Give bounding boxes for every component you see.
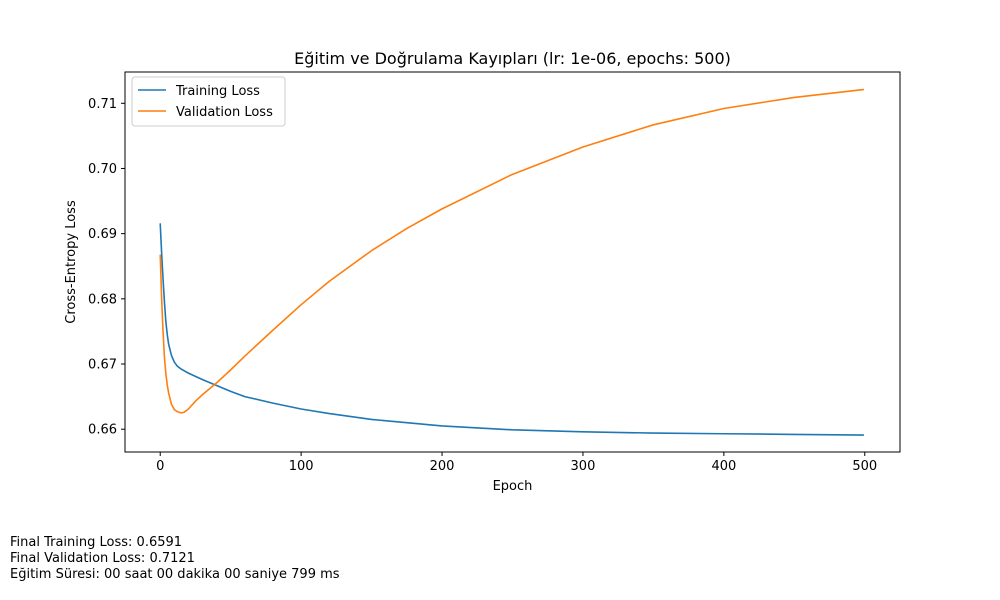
y-tick-label: 0.71 [88,97,117,112]
plot-frame [124,71,901,453]
series-line-0 [159,223,865,436]
y-tick-label: 0.70 [88,162,117,177]
x-tick-label: 300 [571,459,596,474]
training-duration: Eğitim Süresi: 00 saat 00 dakika 00 sani… [10,567,340,582]
legend-label-validation: Validation Loss [176,105,273,120]
training-summary: Final Training Loss: 0.6591 Final Valida… [10,535,340,583]
y-tick-label: 0.69 [88,227,117,242]
plot-area [125,72,900,452]
x-tick-label: 200 [430,459,455,474]
y-tick-label: 0.68 [88,292,117,307]
legend: Training Loss Validation Loss [131,76,286,127]
final-validation-loss: Final Validation Loss: 0.7121 [10,551,195,566]
y-axis-label: Cross-Entropy Loss [64,200,79,324]
legend-label-training: Training Loss [175,84,260,99]
chart-title: Eğitim ve Doğrulama Kayıpları (lr: 1e-06… [294,49,731,68]
y-tick-label: 0.67 [88,358,117,373]
x-axis-label: Epoch [493,479,533,494]
x-tick-label: 400 [711,459,736,474]
x-tick-label: 0 [156,459,164,474]
y-tick-label: 0.66 [88,423,117,438]
x-tick-label: 500 [852,459,877,474]
final-training-loss: Final Training Loss: 0.6591 [10,535,183,550]
x-tick-label: 100 [289,459,314,474]
series-line-1 [159,88,865,414]
legend-box [131,76,286,127]
